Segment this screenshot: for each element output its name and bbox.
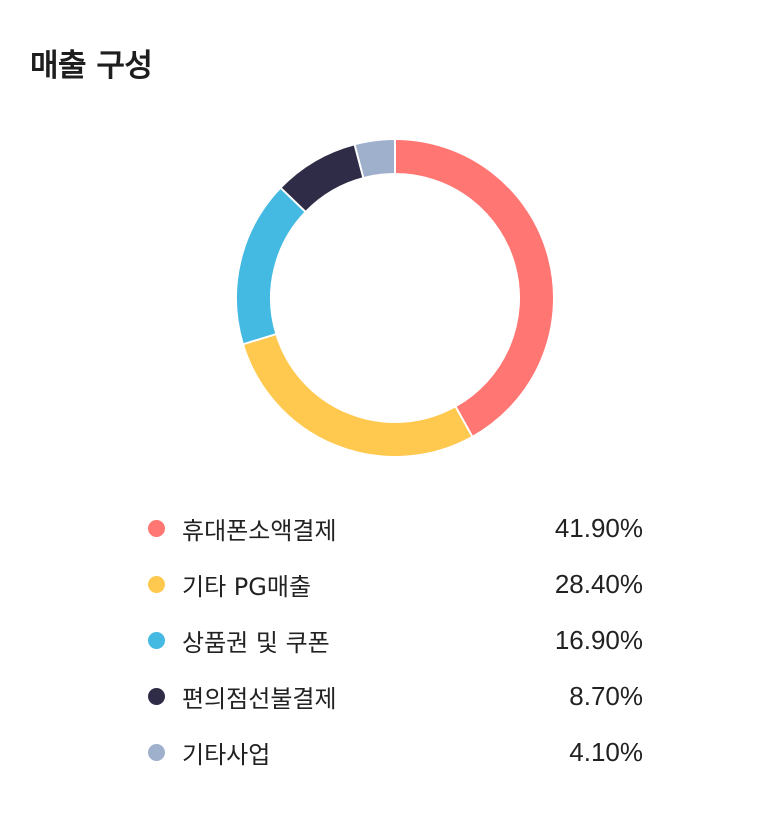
legend-percent: 41.90% (554, 512, 643, 543)
donut-slice-1 (394, 140, 553, 436)
donut-slice-3 (237, 188, 306, 344)
donut-slice-4 (281, 145, 364, 212)
legend-percent: 16.90% (554, 624, 643, 655)
legend-label: 기타사업 (182, 740, 271, 769)
legend-label: 기타 PG매출 (182, 572, 312, 601)
legend-percent: 28.40% (554, 568, 643, 599)
legend-color-dot (148, 631, 165, 649)
legend-label: 편의점선불결제 (182, 684, 337, 713)
slice-separator (353, 143, 365, 179)
donut-slice-2 (243, 334, 472, 456)
chart-legend: 휴대폰소액결제 41.90% 기타 PG매출 28.40% 상품권 및 쿠폰 1… (148, 500, 643, 780)
legend-color-dot (148, 575, 165, 593)
legend-percent: 8.70% (569, 680, 643, 711)
legend-label: 휴대폰소액결제 (182, 516, 337, 545)
legend-item: 편의점선불결제 8.70% (148, 668, 643, 724)
donut-chart (237, 139, 553, 456)
legend-color-dot (148, 687, 165, 705)
legend-percent: 4.10% (569, 736, 643, 767)
slice-separator (279, 186, 307, 213)
legend-color-dot (148, 743, 165, 761)
donut-slice-5 (354, 140, 396, 178)
legend-label: 상품권 및 쿠폰 (182, 628, 330, 657)
slice-separator (454, 405, 474, 438)
legend-item: 상품권 및 쿠폰 16.90% (148, 612, 643, 668)
chart-title: 매출 구성 (30, 48, 153, 84)
legend-color-dot (148, 519, 165, 537)
legend-item: 기타사업 4.10% (148, 724, 643, 780)
legend-item: 휴대폰소액결제 41.90% (148, 500, 643, 556)
slice-separator (242, 333, 277, 346)
legend-item: 기타 PG매출 28.40% (148, 556, 643, 612)
